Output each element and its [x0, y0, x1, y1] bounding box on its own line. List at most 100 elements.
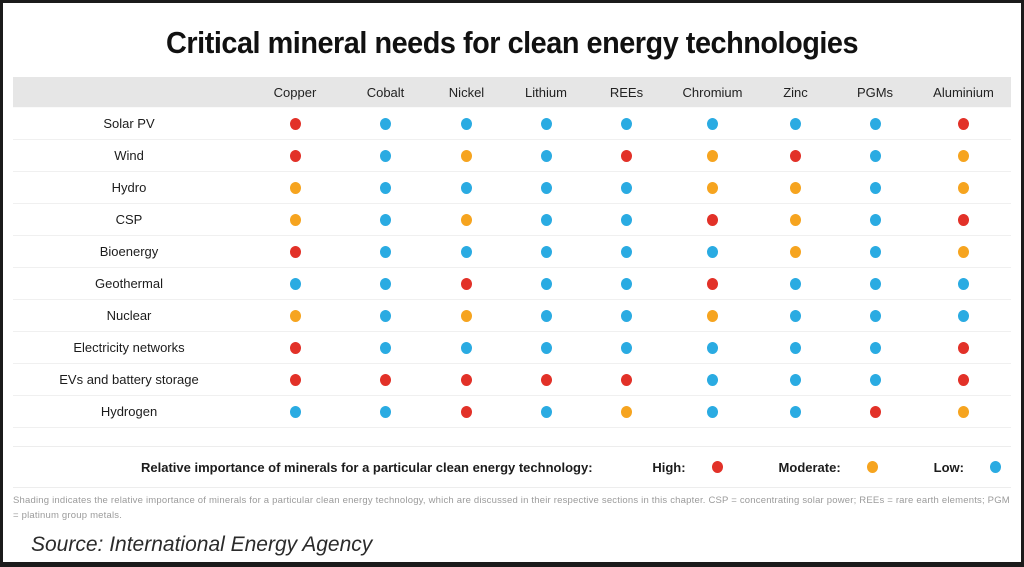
source-attribution: Source: International Energy Agency [31, 533, 373, 557]
legend-items: High: Moderate: Low: [652, 460, 1011, 475]
mineral-cell [345, 405, 426, 418]
row-label: Hydro [111, 180, 147, 195]
mineral-cell [245, 117, 345, 130]
mineral-cell [757, 309, 834, 322]
importance-dot-low [707, 245, 718, 258]
mineral-cell [426, 373, 507, 386]
importance-dot-high [869, 405, 881, 418]
mineral-cell [916, 309, 1011, 322]
importance-dot-high [289, 341, 301, 354]
mineral-cell [245, 181, 345, 194]
importance-dot-low [289, 277, 301, 290]
importance-dot-high [380, 373, 391, 386]
mineral-cell [585, 117, 668, 130]
row-label: Electricity networks [73, 340, 185, 355]
importance-dot-high [621, 373, 632, 386]
mineral-cell [507, 373, 585, 386]
mineral-cell [757, 373, 834, 386]
mineral-cell [507, 405, 585, 418]
table-body: Solar PV Wind Hydro CSP Bioenergy Geothermal N… [13, 107, 1011, 428]
mineral-cell [345, 373, 426, 386]
importance-dot-moderate [958, 405, 969, 418]
mineral-cell [668, 117, 757, 130]
importance-dot-low [380, 405, 391, 418]
importance-dot-moderate [790, 213, 801, 226]
importance-dot-low [461, 245, 472, 258]
mineral-cell [507, 341, 585, 354]
legend-item-label: Moderate: [778, 459, 841, 475]
importance-dot-low [461, 117, 472, 130]
mineral-cell [916, 213, 1011, 226]
importance-dot-low [869, 213, 881, 226]
mineral-cell [585, 341, 668, 354]
importance-dot-low [621, 213, 632, 226]
table-row: Nuclear [13, 300, 1011, 332]
mineral-cell [345, 149, 426, 162]
importance-dot-low [621, 309, 632, 322]
importance-dot-low [540, 309, 552, 322]
mineral-cell [426, 181, 507, 194]
minerals-table: Copper Cobalt Nickel Lithium REEs Chromium Zin… [13, 77, 1011, 428]
table-row: EVs and battery storage [13, 364, 1011, 396]
importance-dot-moderate [707, 149, 718, 162]
row-label: Bioenergy [99, 244, 159, 259]
mineral-cell [834, 245, 916, 258]
row-label: Geothermal [95, 276, 163, 291]
mineral-cell [668, 373, 757, 386]
importance-dot-low [540, 245, 552, 258]
importance-dot-moderate [621, 405, 632, 418]
importance-dot-low [621, 341, 632, 354]
legend-dot-moderate [866, 461, 878, 473]
column-header: Chromium [682, 84, 743, 100]
mineral-cell [834, 277, 916, 290]
importance-dot-low [790, 277, 801, 290]
importance-dot-low [790, 373, 801, 386]
importance-dot-low [869, 149, 881, 162]
mineral-cell [426, 341, 507, 354]
importance-dot-moderate [790, 181, 801, 194]
legend-dot-low [990, 461, 1001, 473]
table-row: Hydro [13, 172, 1011, 204]
importance-dot-low [869, 181, 881, 194]
column-header: Lithium [525, 84, 567, 100]
mineral-cell [507, 277, 585, 290]
importance-dot-moderate [289, 213, 301, 226]
importance-dot-low [540, 117, 552, 130]
row-label: CSP [115, 212, 143, 227]
table-row: CSP [13, 204, 1011, 236]
mineral-cell [668, 181, 757, 194]
mineral-cell [916, 117, 1011, 130]
importance-dot-moderate [707, 309, 718, 322]
importance-dot-high [540, 373, 552, 386]
importance-dot-moderate [958, 149, 969, 162]
importance-dot-low [790, 309, 801, 322]
importance-dot-low [869, 341, 881, 354]
mineral-cell [585, 149, 668, 162]
mineral-cell [345, 181, 426, 194]
importance-dot-moderate [958, 245, 969, 258]
table-row: Electricity networks [13, 332, 1011, 364]
importance-dot-high [289, 117, 301, 130]
importance-dot-low [958, 309, 969, 322]
importance-dot-high [958, 213, 969, 226]
mineral-cell [426, 117, 507, 130]
column-header: Nickel [448, 84, 485, 100]
row-label: Solar PV [103, 116, 155, 131]
legend: Relative importance of minerals for a pa… [13, 446, 1011, 488]
importance-dot-low [707, 341, 718, 354]
mineral-cell [834, 341, 916, 354]
importance-dot-low [958, 277, 969, 290]
mineral-cell [245, 309, 345, 322]
legend-item-moderate: Moderate: [779, 460, 878, 475]
importance-dot-moderate [707, 181, 718, 194]
importance-dot-high [289, 149, 301, 162]
importance-dot-low [289, 405, 301, 418]
mineral-cell [585, 373, 668, 386]
importance-dot-high [289, 373, 301, 386]
mineral-cell [916, 341, 1011, 354]
column-header: Cobalt [366, 84, 405, 100]
mineral-cell [426, 213, 507, 226]
importance-dot-low [540, 405, 552, 418]
importance-dot-low [869, 309, 881, 322]
